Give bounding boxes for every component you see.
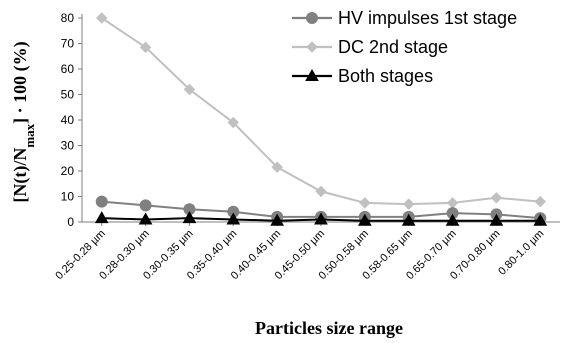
- data-point: [139, 199, 152, 212]
- legend-item: HV impulses 1st stage: [292, 8, 517, 28]
- data-point: [94, 211, 109, 224]
- series-triangle: [94, 211, 548, 226]
- data-point: [402, 198, 415, 210]
- x-tick-label: 0.80-1.0 µm: [496, 228, 546, 278]
- data-point: [271, 161, 283, 173]
- y-tick-label: 40: [61, 113, 75, 127]
- y-tick-label: 20: [61, 164, 75, 178]
- data-point: [182, 211, 197, 224]
- data-point: [96, 12, 108, 24]
- y-tick-label: 0: [67, 215, 74, 229]
- data-point: [315, 185, 327, 198]
- y-tick-label: 10: [61, 190, 75, 204]
- x-axis-title: Particles size range: [255, 318, 403, 338]
- y-axis-title-sub: max: [22, 123, 37, 147]
- data-point: [445, 213, 460, 226]
- legend-label: Both stages: [338, 66, 433, 86]
- series-diamond: [96, 12, 546, 210]
- data-point: [359, 197, 371, 209]
- legend: HV impulses 1st stage DC 2nd stage Both st…: [292, 8, 517, 86]
- legend-swatch-marker: [306, 12, 318, 24]
- data-point: [401, 213, 416, 226]
- data-point: [227, 116, 240, 129]
- legend-swatch-marker: [305, 68, 319, 81]
- data-point: [357, 213, 372, 226]
- y-tick-label: 30: [61, 139, 75, 153]
- data-point: [533, 213, 548, 226]
- data-point: [314, 212, 328, 225]
- data-point: [95, 195, 108, 208]
- data-point: [534, 195, 546, 208]
- y-axis-title-post: ] · 100 (%): [10, 41, 31, 124]
- y-axis-title-pre: [N(t)/N: [10, 148, 31, 203]
- legend-item: DC 2nd stage: [292, 37, 448, 57]
- series-layer: [94, 12, 548, 226]
- legend-item: Both stages: [292, 66, 433, 86]
- data-point: [489, 213, 504, 226]
- y-tick-label: 50: [61, 88, 75, 102]
- y-tick-labels: 0 10 20 30 40 50 60 70 80: [61, 11, 82, 229]
- data-point: [446, 197, 459, 209]
- data-point: [139, 41, 152, 54]
- data-point: [490, 192, 503, 204]
- y-tick-label: 70: [61, 37, 75, 51]
- y-axis-title: [N(t)/Nmax] · 100 (%): [10, 41, 37, 202]
- y-tick-label: 60: [61, 62, 75, 76]
- data-point: [270, 213, 285, 226]
- data-point: [226, 212, 241, 225]
- x-tick-labels: 0.25-0.28 µm0.28-0.30 µm0.30-0.35 µm0.35…: [53, 222, 546, 282]
- legend-label: DC 2nd stage: [338, 37, 448, 57]
- legend-label: HV impulses 1st stage: [338, 8, 517, 28]
- data-point: [183, 83, 196, 96]
- y-tick-label: 80: [61, 11, 75, 25]
- legend-swatch-marker: [306, 41, 318, 53]
- data-point: [138, 212, 153, 225]
